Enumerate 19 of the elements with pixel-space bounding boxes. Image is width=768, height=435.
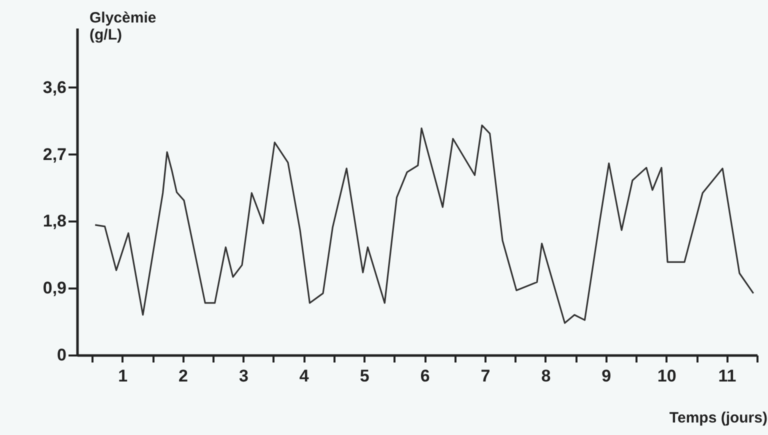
y-tick-label: 0	[57, 346, 66, 364]
x-tick-label: 6	[420, 366, 430, 386]
x-tick-label: 11	[718, 366, 736, 386]
line-series	[94, 124, 754, 324]
x-tick-label: 3	[238, 366, 248, 386]
x-tick-label: 5	[360, 366, 370, 386]
x-tick-label: 1	[118, 366, 128, 386]
y-tick-label: 0,9	[42, 278, 66, 298]
x-tick-label: 8	[541, 366, 551, 386]
x-tick-label: 9	[602, 366, 612, 386]
y-tick-label: 1,8	[42, 212, 66, 231]
y-tick-label: 2,7	[42, 144, 66, 164]
y-axis-title: Glycèmie (g/L)	[90, 10, 156, 44]
x-axis-title: Temps (jours)	[669, 410, 768, 426]
x-tick-label: 4	[299, 366, 310, 386]
x-tick-label: 7	[480, 366, 490, 386]
x-tick-label: 10	[657, 366, 676, 386]
y-tick-label: 3,6	[42, 78, 66, 97]
x-tick-label: 2	[178, 366, 188, 386]
